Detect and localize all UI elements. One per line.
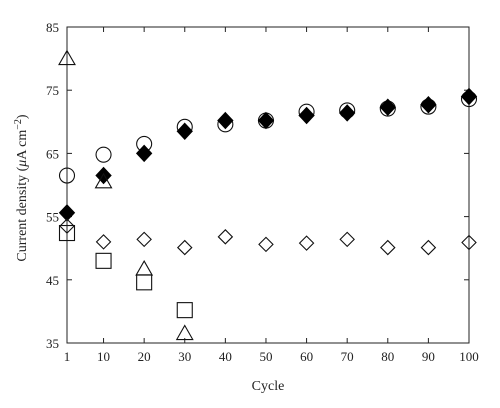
y-axis-label-suffix: ): [15, 114, 30, 119]
circle-open-point: [58, 167, 76, 184]
x-axis-label: Cycle: [252, 379, 285, 394]
diamond-open-point: [298, 235, 315, 251]
x-tick-label: 50: [259, 349, 272, 364]
diamond-filled-point: [298, 106, 315, 125]
diamond-open-point: [95, 234, 112, 250]
diamond-filled-point: [379, 98, 396, 116]
diamond-open-point: [339, 231, 355, 248]
triangle-open-point: [94, 172, 113, 189]
diamond-filled-point: [460, 87, 478, 106]
y-axis-label-mu: μ: [15, 160, 30, 168]
triangle-open-point: [175, 324, 194, 341]
diamond-open-point: [380, 239, 396, 256]
plot-frame: [66, 26, 470, 344]
square-open-point: [58, 224, 76, 242]
diamond-open-point: [176, 239, 193, 256]
diamond-filled-point: [176, 122, 193, 141]
y-tick-label: 45: [46, 273, 59, 288]
x-tick-label: 30: [178, 349, 191, 364]
x-tick-label: 40: [219, 349, 232, 364]
x-tick-label: 80: [381, 349, 394, 364]
circle-open-point: [95, 146, 112, 163]
y-axis-label-prefix: Current density (: [15, 166, 30, 261]
y-tick-label: 55: [46, 210, 59, 225]
diamond-open-point: [258, 236, 274, 253]
y-tick-label: 65: [46, 146, 59, 161]
x-tick-label: 20: [138, 349, 151, 364]
x-tick-label: 100: [459, 349, 479, 364]
diamond-open-point: [59, 218, 75, 234]
diamond-filled-point: [257, 111, 275, 130]
x-axis-ticks: 1 10 20 30 40 50 60 70 80 90 100: [64, 27, 479, 364]
x-tick-label: 1: [64, 349, 71, 364]
data-markers: [58, 49, 478, 341]
square-open-point: [95, 252, 112, 269]
y-axis-label-sup: −2: [13, 119, 24, 130]
x-tick-label: 90: [422, 349, 435, 364]
diamond-filled-point: [338, 104, 356, 122]
diamond-filled-point: [58, 204, 76, 222]
x-tick-label: 70: [341, 349, 354, 364]
y-tick-label: 85: [46, 20, 59, 35]
x-tick-label: 60: [300, 349, 313, 364]
triangle-open-point: [58, 49, 76, 66]
y-axis-ticks: 35 45 55 65 75 85: [46, 20, 469, 351]
x-tick-label: 10: [97, 349, 110, 364]
y-axis-label: Current density (μA cm−2): [13, 114, 30, 262]
diamond-open-point: [420, 239, 437, 256]
diamond-filled-point: [217, 111, 234, 130]
square-open-point: [136, 274, 153, 291]
square-open-point: [176, 302, 193, 319]
y-tick-label: 75: [46, 83, 59, 98]
diamond-filled-point: [95, 166, 112, 185]
triangle-open-point: [135, 259, 154, 276]
diamond-open-point: [217, 229, 234, 245]
diamond-filled-point: [135, 144, 153, 163]
diamond-open-point: [461, 234, 477, 251]
plot-border: [66, 26, 470, 344]
y-tick-label: 35: [46, 336, 59, 351]
diamond-filled-point: [420, 96, 437, 114]
y-axis-label-unit: A cm: [15, 130, 30, 160]
diamond-open-point: [136, 231, 152, 248]
